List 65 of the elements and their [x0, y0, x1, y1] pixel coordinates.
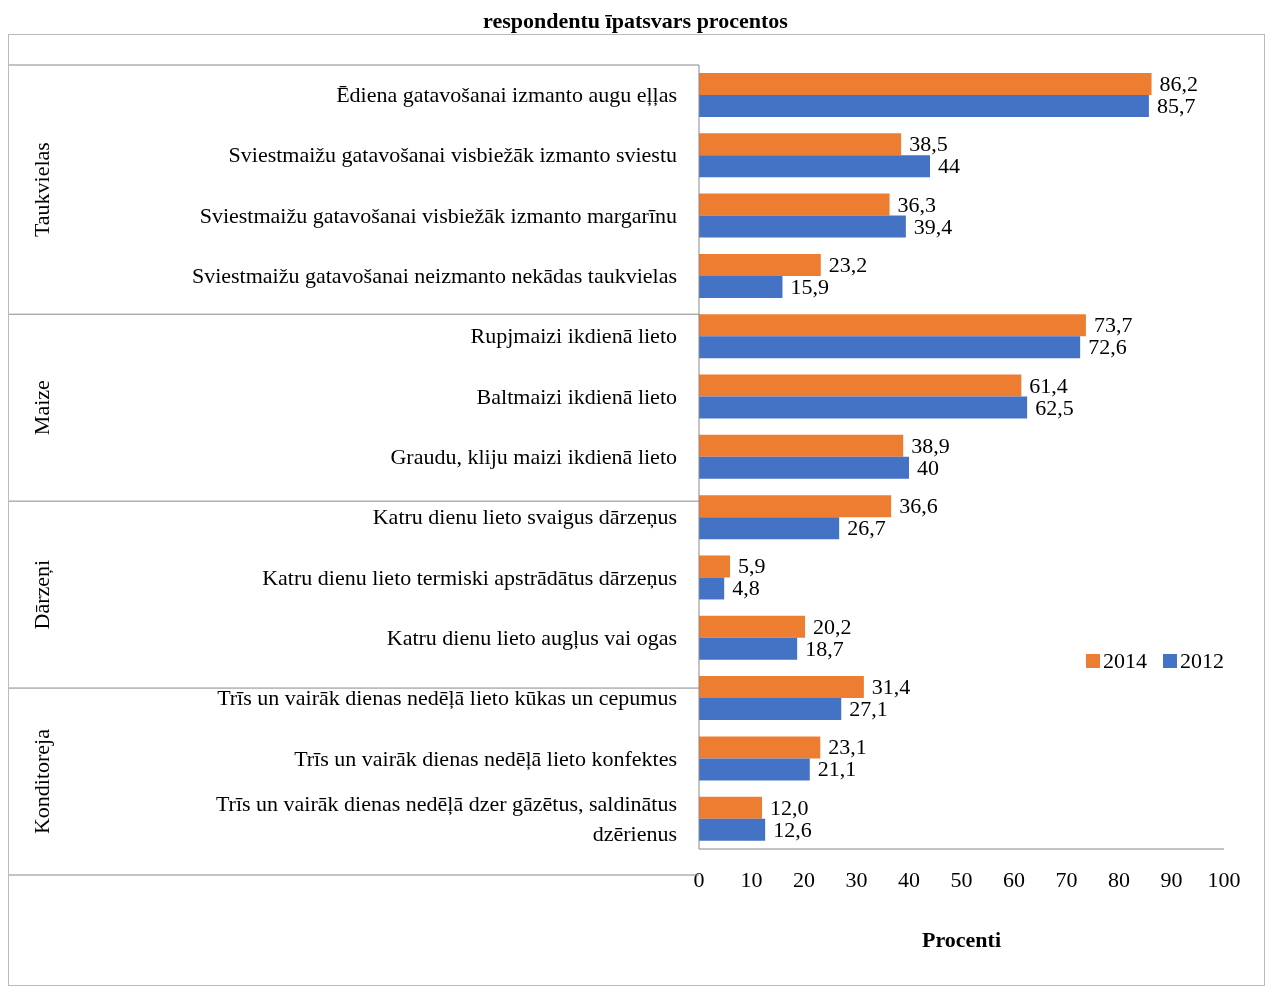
data-label: 26,7	[847, 515, 886, 541]
bar	[699, 758, 810, 781]
x-tick-label: 30	[845, 866, 868, 892]
bar	[699, 456, 909, 479]
y-tick-label: Rupjmaizi ikdienā lieto	[470, 323, 677, 349]
bar	[699, 275, 783, 298]
data-label: 23,1	[828, 734, 867, 760]
y-tick-label: Sviestmaižu gatavošanai neizmanto nekādas taukvielas	[191, 263, 677, 289]
bar	[699, 637, 798, 660]
legend-label: 2012	[1179, 648, 1224, 675]
bar	[699, 253, 821, 276]
y-tick-label: Sviestmaižu gatavošanai visbiežāk izmanto margarīnu	[199, 202, 677, 228]
bar	[699, 193, 890, 216]
bar	[699, 676, 864, 699]
bar	[699, 155, 930, 178]
chart-title: respondentu īpatsvars procentos	[482, 8, 789, 34]
data-label: 36,6	[899, 493, 938, 519]
x-tick-label: 100	[1207, 866, 1241, 892]
bar	[699, 818, 766, 841]
x-tick-label: 60	[1003, 866, 1025, 892]
data-label: 36,3	[897, 191, 937, 217]
y-tick-label: Sviestmaižu gatavošanai visbiežāk izmanto sviestu	[228, 142, 677, 168]
bar	[699, 615, 806, 638]
data-label: 12,0	[770, 794, 809, 820]
bar	[699, 73, 1152, 95]
bar	[699, 434, 904, 457]
bar	[699, 577, 725, 600]
bar	[699, 736, 821, 759]
bar	[699, 314, 1086, 337]
x-tick-label: 20	[793, 866, 815, 892]
bar	[699, 495, 892, 518]
legend-label: 2014	[1102, 648, 1147, 675]
bar	[699, 374, 1022, 397]
y-tick-label: Trīs un vairāk dienas nedēļā lieto konfektes	[294, 745, 677, 771]
bar	[699, 133, 902, 156]
bar	[699, 95, 1149, 117]
y-tick-label: Ēdiena gatavošanai izmanto augu eļļas	[336, 82, 677, 108]
y-tick-label: Katru dienu lieto augļus vai ogas	[386, 624, 677, 650]
x-tick-label: 70	[1055, 866, 1078, 892]
bar	[699, 555, 730, 578]
y-tick-label: Graudu, kliju maizi ikdienā lieto	[390, 444, 677, 469]
data-label: 23,2	[828, 251, 868, 277]
x-tick-label: 10	[740, 866, 763, 892]
bar	[699, 336, 1081, 359]
y-tick-label: Baltmaizi ikdienā lieto	[476, 383, 677, 409]
x-axis-title: Procenti	[921, 927, 1002, 952]
bar	[699, 215, 906, 238]
bar	[699, 796, 762, 819]
bar	[699, 396, 1028, 419]
data-label: 86,2	[1159, 71, 1199, 96]
bar	[699, 517, 840, 540]
y-tick-label: Trīs un vairāk dienas nedēļā dzer gāzētus, saldinātus dzērienus	[215, 790, 677, 846]
y-tick-label: Trīs un vairāk dienas nedēļā lieto kūkas un cepumus	[217, 685, 677, 711]
y-tick-label: Katru dienu lieto svaigus dārzeņus	[372, 504, 677, 530]
x-tick-label: 50	[950, 866, 973, 892]
bar	[699, 698, 842, 721]
x-tick-label: 40	[898, 866, 920, 892]
x-tick-label: 90	[1160, 866, 1183, 892]
data-label: 15,9	[790, 273, 829, 299]
data-label: 38,9	[911, 432, 950, 458]
data-label: 61,4	[1029, 372, 1068, 398]
y-tick-label: Katru dienu lieto termiski apstrādātus dārzeņus	[262, 564, 677, 590]
x-tick-label: 0	[693, 866, 705, 892]
x-tick-label: 80	[1108, 866, 1130, 892]
data-label: 20,2	[813, 613, 852, 639]
